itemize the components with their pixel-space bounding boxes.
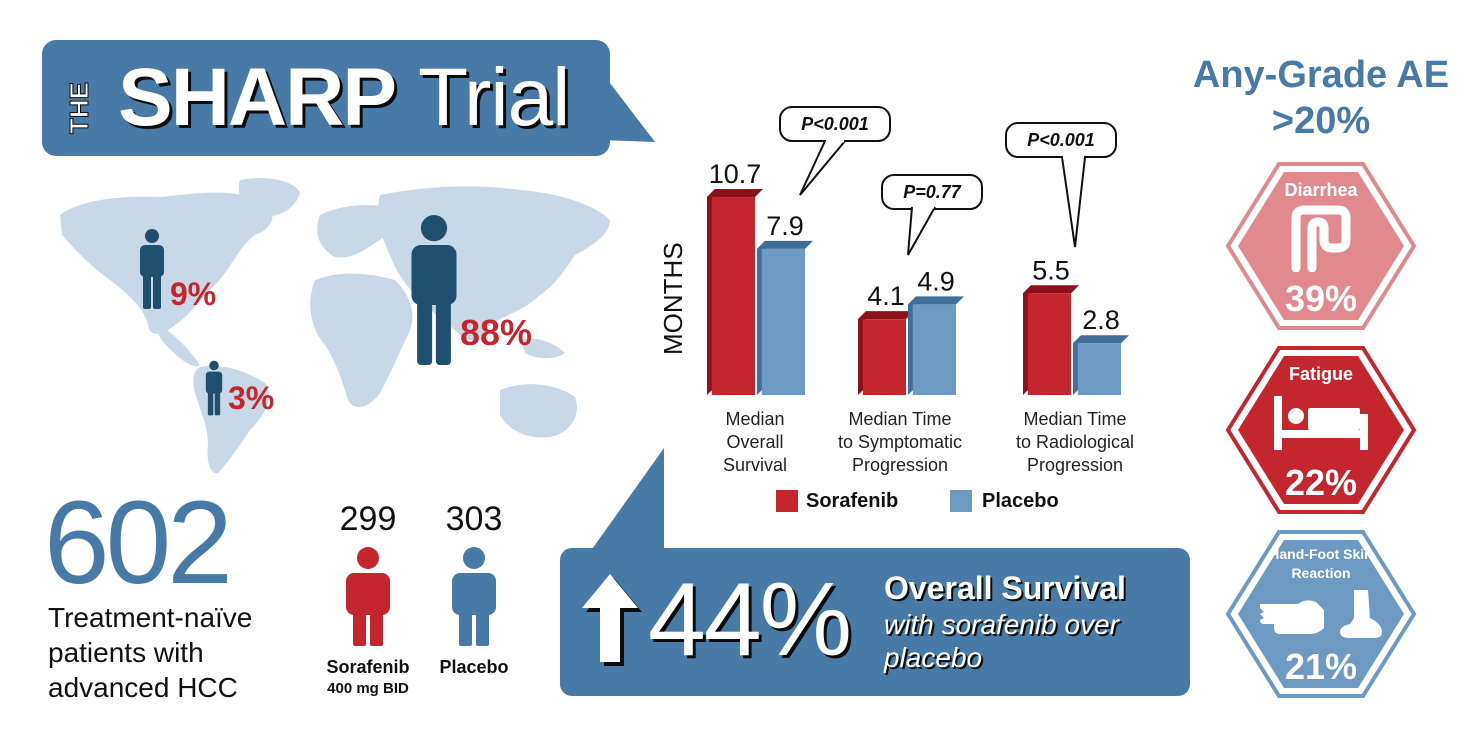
up-arrow-icon (582, 574, 642, 666)
title-word: Trial (418, 52, 570, 143)
survival-subtitle: with sorafenib over placebo (884, 609, 1120, 673)
category-label-1: Median Time to Symptomatic Progression (837, 409, 963, 475)
p-value-text-1: P=0.77 (903, 182, 962, 202)
p-value-text-2: P<0.001 (1027, 130, 1095, 150)
title-name: SHARP (118, 52, 397, 143)
placebo-person-icon (452, 547, 496, 646)
north-america-pct: 9% (170, 276, 217, 312)
total-patients: 602 (44, 477, 233, 609)
value-label-0-1: 4.1 (867, 281, 905, 311)
bar-top-1-0 (757, 240, 813, 249)
ae-name-diarrhea: Diarrhea (1284, 180, 1358, 200)
placebo-label: Placebo (439, 657, 509, 677)
title-banner (42, 40, 610, 156)
legend-label-placebo: Placebo (982, 490, 1059, 512)
legend-swatch-placebo (950, 490, 972, 512)
title-the: THE (64, 82, 95, 135)
p-value-bubble-tail-0 (799, 140, 846, 196)
category-label-0: Median Overall Survival (722, 409, 788, 475)
bar-placebo-1 (912, 304, 956, 395)
bar-top-0-0 (707, 189, 763, 198)
placebo-count: 303 (445, 500, 503, 538)
survival-callout (560, 548, 1190, 696)
survival-improvement-pct: 44% (648, 562, 852, 678)
bar-sorafenib-2 (1027, 293, 1071, 395)
ae-pct-hfsr: 21% (1284, 646, 1358, 687)
south-america-person-icon (205, 360, 223, 416)
intestine-icon (1291, 205, 1351, 272)
p-value-bubble-tail-1 (907, 206, 936, 256)
survival-bar-chart: MONTHS 10.77.9 4.1 4.9 5.5 2.8 P<0.001 P=0.77 P<… (658, 106, 1129, 395)
sorafenib-person-icon (346, 547, 390, 646)
survival-box-pointer (590, 448, 664, 552)
value-label-1-2: 2.8 (1082, 305, 1120, 335)
hand-foot-icon (1260, 590, 1382, 638)
legend-swatch-sorafenib (776, 490, 798, 512)
bar-top-1-2 (1073, 335, 1129, 344)
value-label-1-1: 4.9 (917, 266, 955, 296)
value-label-0-0: 10.7 (709, 159, 762, 189)
bar-placebo-2 (1077, 343, 1121, 395)
p-value-bubble-2 (1005, 122, 1117, 158)
p-value-text-0: P<0.001 (801, 114, 869, 134)
bar-placebo-0 (761, 248, 805, 395)
bar-top-0-2 (1023, 285, 1079, 294)
ae-pct-diarrhea: 39% (1284, 278, 1358, 319)
ae-name-fatigue: Fatigue (1288, 364, 1353, 384)
title-banner-pointer (600, 70, 655, 142)
bar-sorafenib-1 (862, 319, 906, 395)
value-label-0-2: 5.5 (1032, 255, 1070, 285)
patients-description: Treatment-naïve patients with advanced H… (48, 602, 253, 703)
svg-text:THE: THE (64, 82, 94, 134)
south-america-pct: 3% (228, 380, 275, 416)
sorafenib-dose: 400 mg BID (327, 680, 409, 697)
ae-name-hfsr: Hand-Foot Skin Reaction (1269, 546, 1373, 581)
ae-title: Any-Grade AE >20% (1192, 54, 1450, 142)
value-label-1-0: 7.9 (766, 211, 804, 241)
north-america-person-icon (140, 229, 164, 309)
legend-label-sorafenib: Sorafenib (806, 490, 899, 512)
sorafenib-count: 299 (339, 500, 397, 538)
y-axis-label: MONTHS (658, 242, 688, 355)
bar-sorafenib-0 (711, 197, 755, 395)
survival-title: Overall Survival (884, 570, 1126, 606)
bed-icon (1274, 396, 1368, 450)
asia-person-icon (411, 215, 457, 365)
sorafenib-label: Sorafenib (326, 657, 410, 677)
bar-top-1-1 (908, 296, 964, 305)
ae-pct-fatigue: 22% (1284, 462, 1358, 503)
category-label-2: Median Time to Radiological Progression (1015, 409, 1135, 475)
asia-pct: 88% (460, 312, 533, 353)
bar-top-0-1 (858, 311, 914, 320)
p-value-bubble-tail-2 (1061, 156, 1086, 248)
